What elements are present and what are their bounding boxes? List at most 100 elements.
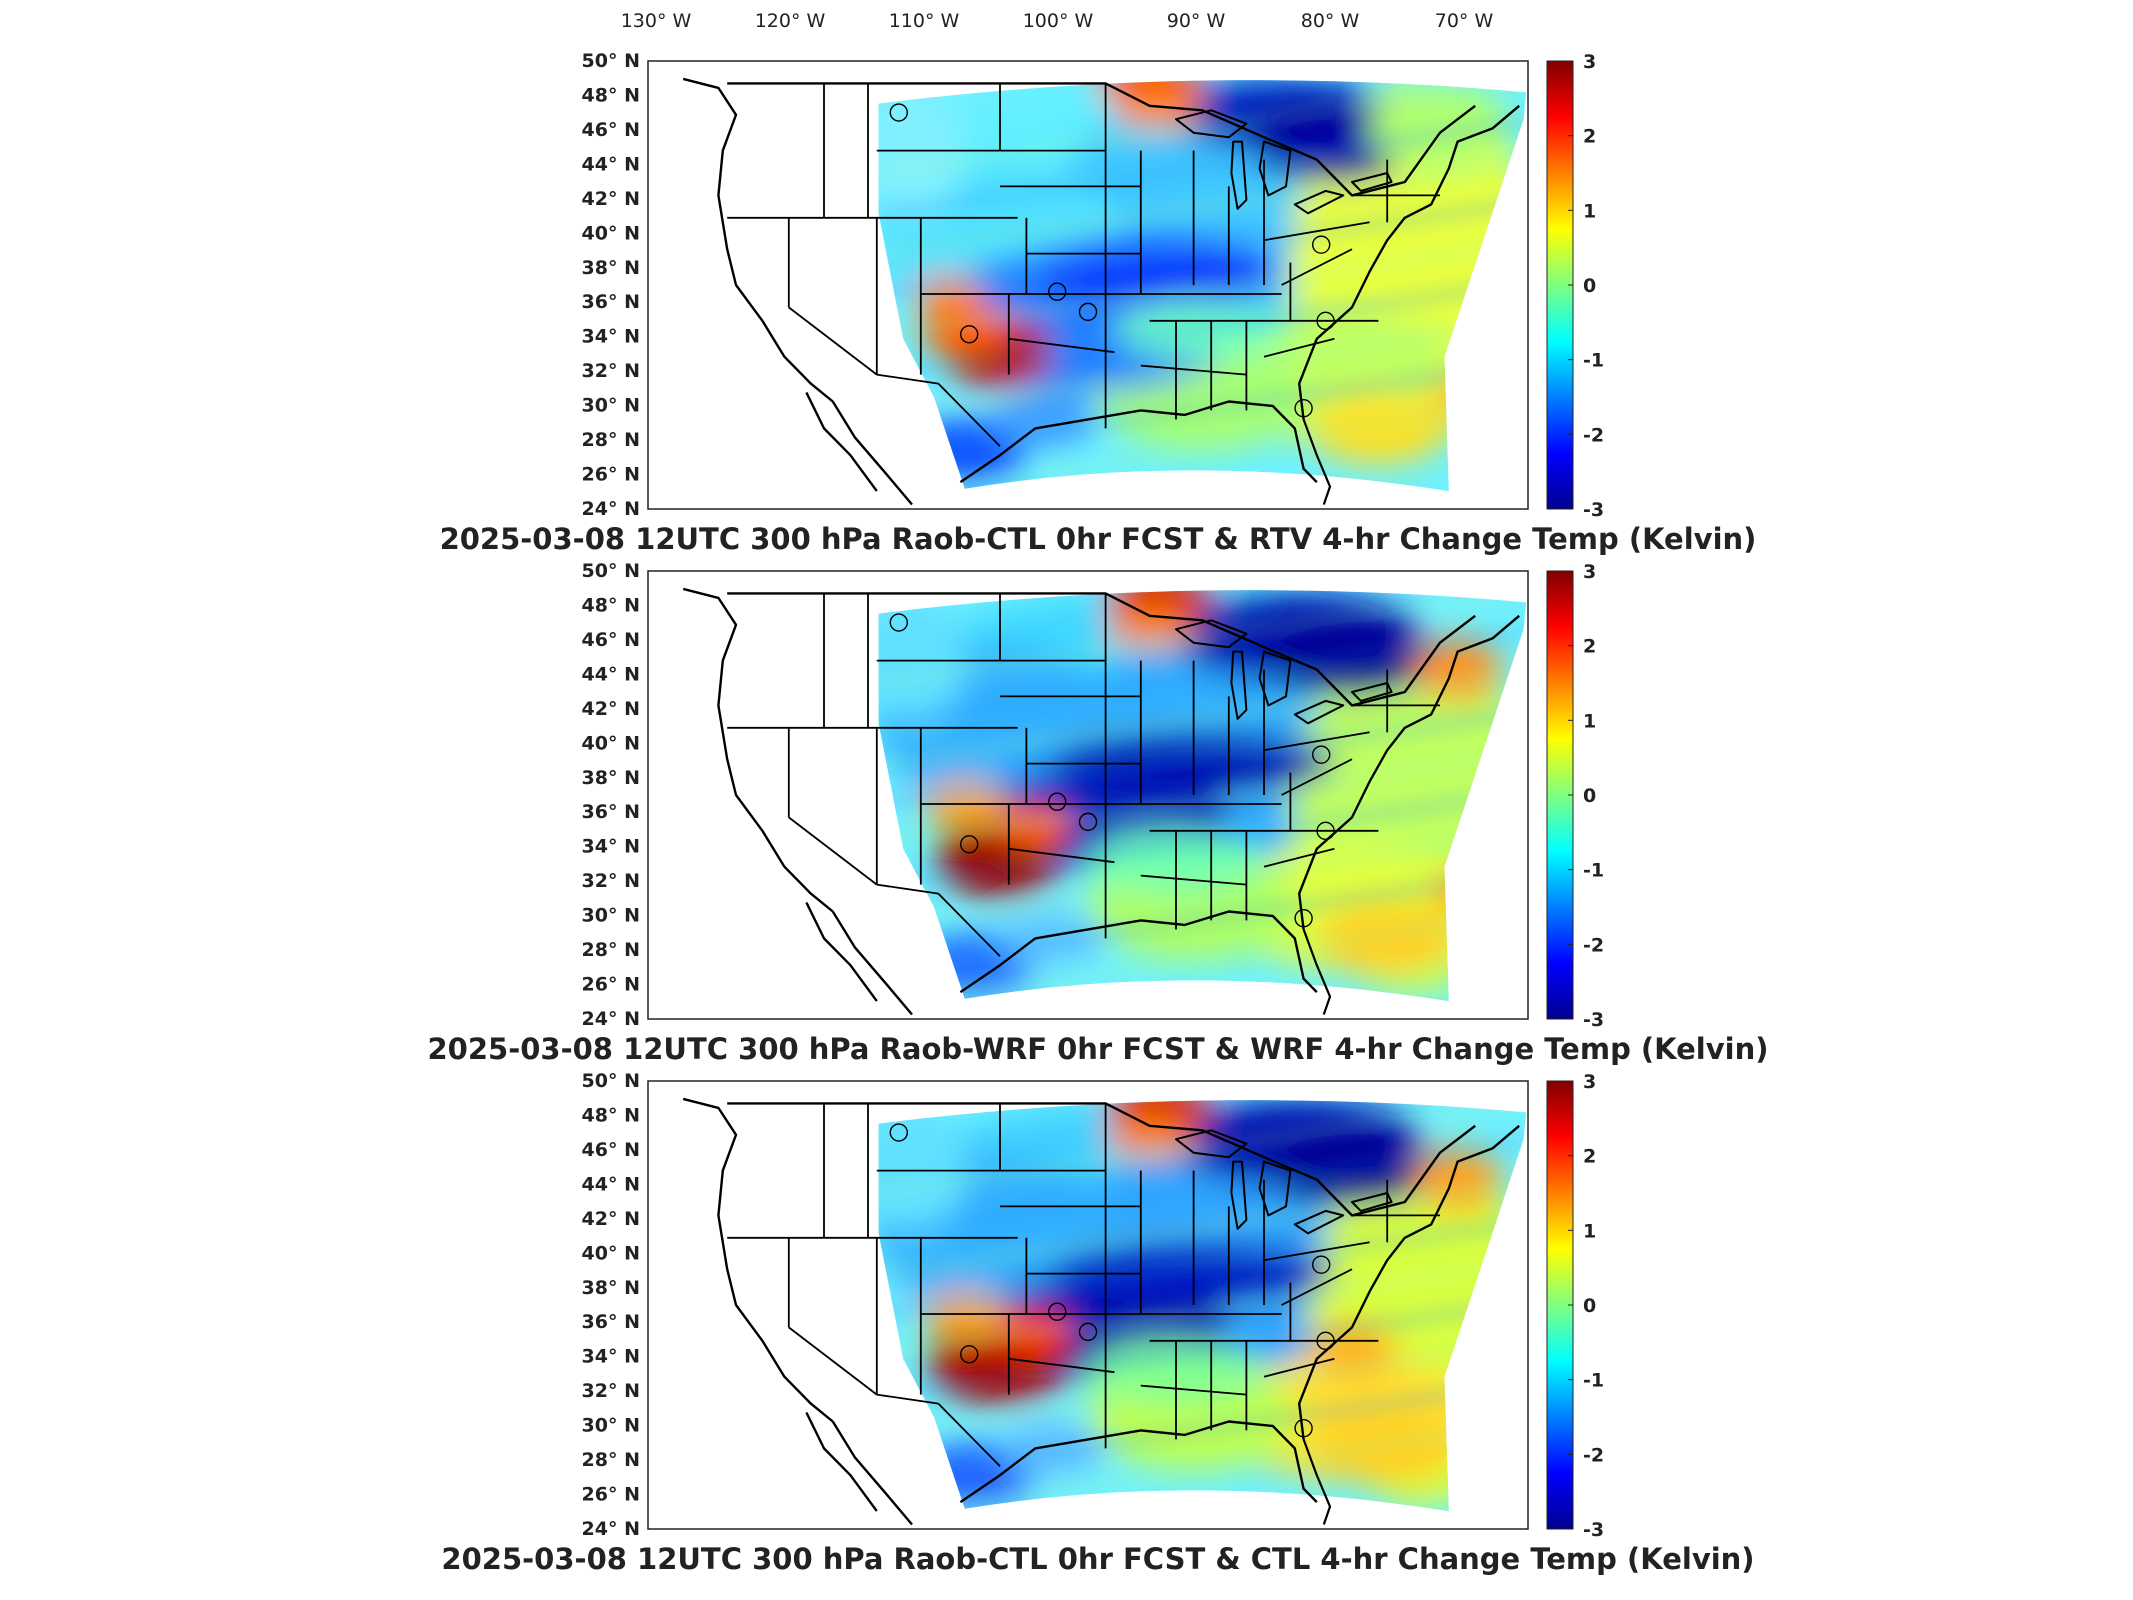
colorbar-tick-label: 0: [1583, 1295, 1596, 1317]
lat-tick-label: 40° N: [582, 1242, 640, 1264]
lat-tick-label: 40° N: [582, 222, 640, 244]
raob-station-marker: [1316, 311, 1335, 331]
lat-tick-label: 48° N: [582, 1104, 640, 1126]
map-boundaries: [682, 587, 1520, 1016]
longitude-axis-labels: 130° W 120° W 110° W 100° W 90° W 80° W 70° W: [621, 10, 1494, 32]
lat-tick-label: 36° N: [582, 1311, 640, 1333]
lat-tick-label: 44° N: [582, 1173, 640, 1195]
raob-station-marker: [960, 835, 979, 854]
colorbar-tick-label: -2: [1583, 1444, 1604, 1466]
lat-tick-label: 44° N: [582, 663, 640, 685]
lat-tick-label: 30° N: [582, 905, 640, 927]
map-boundaries: [682, 1097, 1520, 1526]
colorbar-tick-label: 2: [1583, 636, 1596, 658]
lat-tick-label: 26° N: [582, 1484, 640, 1506]
map-boundaries: [682, 77, 1520, 506]
lat-tick-label: 50° N: [582, 1070, 640, 1092]
lat-tick-label: 24° N: [582, 498, 640, 520]
lon-tick-label: 120° W: [755, 10, 826, 32]
lat-tick-label: 36° N: [582, 291, 640, 313]
lat-tick-label: 46° N: [582, 1139, 640, 1161]
lon-tick-label: 80° W: [1301, 10, 1360, 32]
lat-tick-label: 24° N: [582, 1518, 640, 1540]
lat-tick-label: 42° N: [582, 1208, 640, 1230]
colorbar-tick-label: -1: [1583, 860, 1604, 882]
lat-tick-label: 24° N: [582, 1008, 640, 1030]
raob-station-marker: [1294, 399, 1313, 418]
temperature-change-field: [878, 80, 1527, 492]
lat-tick-label: 46° N: [582, 629, 640, 651]
colorbar-tick-label: -3: [1583, 499, 1604, 521]
map-panel-rtv: 50° N 48° N 46° N 44° N 42° N 40° N 38° N 36° N…: [440, 50, 1757, 556]
lon-tick-label: 110° W: [889, 10, 960, 32]
lat-tick-label: 32° N: [582, 1380, 640, 1402]
raob-station-marker: [960, 1345, 979, 1364]
lat-tick-label: 26° N: [582, 464, 640, 486]
lat-tick-label: 34° N: [582, 1346, 640, 1368]
map-panel-ctl: 50° N 48° N 46° N 44° N 42° N 40° N 38° N 36° N…: [441, 1070, 1754, 1576]
raob-station-marker: [960, 325, 979, 344]
raob-station-marker: [1078, 812, 1098, 832]
colorbar-tick-label: 1: [1583, 1220, 1596, 1242]
lat-tick-label: 28° N: [582, 429, 640, 451]
lat-tick-label: 34° N: [582, 326, 640, 348]
raob-station-marker: [1047, 1302, 1067, 1321]
raob-station-marker: [1316, 1331, 1335, 1351]
lat-tick-label: 42° N: [582, 698, 640, 720]
colorbar-tick-label: -3: [1583, 1009, 1604, 1031]
lat-tick-label: 48° N: [582, 84, 640, 106]
lat-tick-label: 30° N: [582, 395, 640, 417]
lat-tick-label: 38° N: [582, 1277, 640, 1299]
raob-station-marker: [1311, 235, 1331, 254]
lat-tick-label: 44° N: [582, 153, 640, 175]
colorbar-tick-label: 0: [1583, 785, 1596, 807]
colorbar-tick-label: 3: [1583, 1071, 1596, 1093]
lat-tick-label: 46° N: [582, 119, 640, 141]
colorbar-tick-label: -2: [1583, 934, 1604, 956]
lat-tick-label: 50° N: [582, 50, 640, 72]
colorbar-tick-label: -1: [1583, 350, 1604, 372]
map-panel-wrf: 50° N 48° N 46° N 44° N 42° N 40° N 38° N 36° N…: [427, 560, 1768, 1066]
map-frame: [647, 60, 1529, 510]
colorbar-tick-label: 0: [1583, 275, 1596, 297]
lat-tick-label: 36° N: [582, 801, 640, 823]
colorbar-tick-label: -1: [1583, 1370, 1604, 1392]
raob-station-marker: [1311, 1255, 1331, 1274]
lon-tick-label: 130° W: [621, 10, 692, 32]
panel-title: 2025-03-08 12UTC 300 hPa Raob-CTL 0hr FC…: [440, 522, 1757, 556]
lat-tick-label: 40° N: [582, 732, 640, 754]
raob-station-marker: [1311, 745, 1331, 764]
raob-station-marker: [1078, 1322, 1098, 1342]
map-frame: [647, 570, 1529, 1020]
map-frame: [647, 1080, 1529, 1530]
raob-station-marker: [1294, 909, 1313, 928]
colorbar-tick-label: -3: [1583, 1519, 1604, 1541]
colorbar-tick-label: 2: [1583, 126, 1596, 148]
lat-tick-label: 32° N: [582, 360, 640, 382]
colorbar-tick-label: 1: [1583, 710, 1596, 732]
colorbar-tick-label: -2: [1583, 424, 1604, 446]
lon-tick-label: 100° W: [1023, 10, 1094, 32]
lon-tick-label: 90° W: [1167, 10, 1226, 32]
lat-tick-label: 50° N: [582, 560, 640, 582]
raob-station-marker: [1316, 821, 1335, 841]
raob-station-marker: [889, 1123, 908, 1142]
colorbar-tick-label: 1: [1583, 200, 1596, 222]
panel-title: 2025-03-08 12UTC 300 hPa Raob-WRF 0hr FC…: [427, 1032, 1768, 1066]
raob-station-marker: [1078, 302, 1098, 322]
lat-tick-label: 28° N: [582, 1449, 640, 1471]
raob-station-marker: [1047, 792, 1067, 811]
colorbar-tick-label: 3: [1583, 51, 1596, 73]
lat-tick-label: 42° N: [582, 188, 640, 210]
lat-tick-label: 38° N: [582, 767, 640, 789]
lon-tick-label: 70° W: [1435, 10, 1494, 32]
colorbar-tick-label: 2: [1583, 1146, 1596, 1168]
lat-tick-label: 32° N: [582, 870, 640, 892]
lat-tick-label: 28° N: [582, 939, 640, 961]
colorbar-tick-label: 3: [1583, 561, 1596, 583]
raob-station-marker: [1047, 282, 1067, 301]
raob-station-marker: [889, 103, 908, 122]
raob-station-marker: [1294, 1418, 1313, 1438]
lat-tick-label: 26° N: [582, 974, 640, 996]
